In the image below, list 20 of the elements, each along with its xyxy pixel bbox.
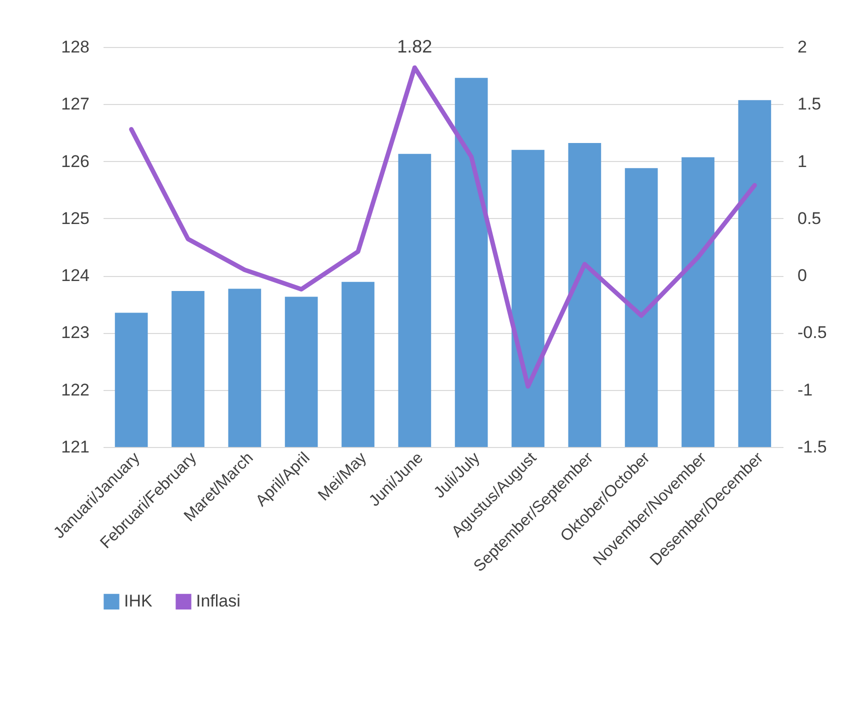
y-tick-label: 125 [61, 208, 90, 228]
y-tick-label: 126 [61, 152, 90, 171]
y2-tick-label: 0.5 [798, 208, 822, 228]
y-tick-label: 124 [61, 266, 90, 286]
y2-tick-label: 0 [798, 266, 807, 286]
y-tick-label: 127 [61, 94, 90, 114]
data-label: 1.82 [397, 36, 432, 57]
y-tick-label: 123 [61, 323, 90, 342]
legend-label: IHK [124, 592, 153, 611]
y2-tick-label: 1.5 [798, 94, 822, 114]
y2-tick-label: 1 [798, 152, 807, 171]
y-tick-label: 122 [61, 380, 90, 400]
line-series [129, 65, 757, 389]
y-tick-label: 121 [61, 438, 90, 456]
y2-tick-label: -1 [798, 380, 813, 400]
y2-tick-label: 2 [798, 38, 807, 56]
y2-tick-label: -0.5 [798, 323, 827, 342]
y-tick-label: 128 [61, 38, 90, 56]
legend-label: Inflasi [196, 592, 240, 611]
y2-tick-label: -1.5 [798, 438, 827, 456]
